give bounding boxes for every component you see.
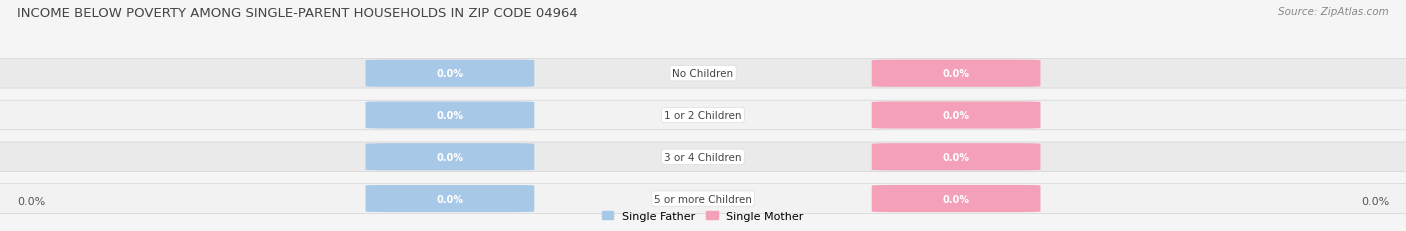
Text: 0.0%: 0.0% [436, 152, 464, 162]
Text: 0.0%: 0.0% [942, 110, 970, 121]
Text: 0.0%: 0.0% [942, 69, 970, 79]
Text: 0.0%: 0.0% [17, 196, 45, 206]
FancyBboxPatch shape [872, 102, 1040, 129]
Text: 0.0%: 0.0% [942, 194, 970, 204]
FancyBboxPatch shape [0, 184, 1406, 213]
Text: INCOME BELOW POVERTY AMONG SINGLE-PARENT HOUSEHOLDS IN ZIP CODE 04964: INCOME BELOW POVERTY AMONG SINGLE-PARENT… [17, 7, 578, 20]
Text: 0.0%: 0.0% [942, 152, 970, 162]
Text: 3 or 4 Children: 3 or 4 Children [664, 152, 742, 162]
Text: 0.0%: 0.0% [436, 194, 464, 204]
Text: 1 or 2 Children: 1 or 2 Children [664, 110, 742, 121]
Legend: Single Father, Single Mother: Single Father, Single Mother [598, 207, 808, 225]
FancyBboxPatch shape [0, 142, 1406, 172]
FancyBboxPatch shape [0, 101, 1406, 130]
Text: 0.0%: 0.0% [1361, 196, 1389, 206]
FancyBboxPatch shape [366, 61, 534, 87]
Text: Source: ZipAtlas.com: Source: ZipAtlas.com [1278, 7, 1389, 17]
FancyBboxPatch shape [366, 185, 534, 212]
FancyBboxPatch shape [872, 185, 1040, 212]
FancyBboxPatch shape [872, 143, 1040, 170]
FancyBboxPatch shape [0, 59, 1406, 89]
Text: No Children: No Children [672, 69, 734, 79]
Text: 5 or more Children: 5 or more Children [654, 194, 752, 204]
Text: 0.0%: 0.0% [436, 110, 464, 121]
FancyBboxPatch shape [872, 61, 1040, 87]
Text: 0.0%: 0.0% [436, 69, 464, 79]
FancyBboxPatch shape [366, 102, 534, 129]
FancyBboxPatch shape [366, 143, 534, 170]
